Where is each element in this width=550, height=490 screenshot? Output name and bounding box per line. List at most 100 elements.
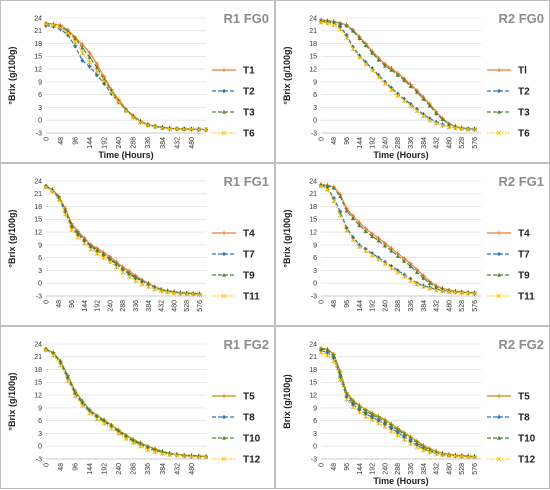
x-tick-label: 96 (72, 463, 79, 471)
data-point (72, 36, 78, 41)
y-tick-label: 12 (309, 393, 317, 400)
chart-panel-r1-fg1: -3 0 3 6 9 12 15 18 21 24 0 48 96 144 192 240 288 336 384 4… (0, 163, 275, 326)
data-point (167, 452, 173, 458)
legend-marker-t8 (496, 414, 502, 420)
data-point (50, 22, 56, 28)
data-point (440, 117, 445, 122)
x-tick-label: 240 (382, 300, 389, 312)
data-point (446, 453, 452, 459)
data-point (338, 194, 343, 199)
x-tick-label: 432 (434, 300, 441, 312)
y-tick-label: 3 (38, 105, 42, 112)
legend-label-t12: T12 (518, 455, 536, 466)
y-tick-label: -3 (311, 130, 317, 137)
y-tick-label: 6 (38, 255, 42, 262)
x-tick-label: 480 (446, 137, 453, 149)
data-point (376, 256, 382, 262)
data-point (331, 185, 336, 190)
y-tick-label: 21 (309, 191, 317, 198)
x-axis-label: Time (Hours) (98, 150, 153, 160)
y-tick-label: 18 (34, 367, 42, 374)
data-point (356, 54, 362, 60)
x-tick-label: 336 (145, 137, 152, 149)
data-point (130, 114, 136, 120)
data-point (159, 125, 165, 131)
y-tick-label: 12 (309, 67, 317, 74)
data-point (145, 122, 151, 128)
data-point (338, 21, 343, 26)
chart-panel-r1-fg2: -3 0 3 6 9 12 15 18 21 24 0 48 96 144 192 240 288 336 384 4… (0, 326, 275, 489)
data-point (116, 428, 121, 433)
data-point (370, 412, 375, 417)
chart-title: R2 FG2 (498, 337, 544, 352)
data-point (80, 45, 85, 50)
y-tick-label: -3 (311, 293, 317, 300)
data-point (318, 347, 324, 351)
data-point (408, 436, 413, 441)
x-tick-label: 480 (446, 463, 453, 475)
legend-marker-t9 (221, 272, 227, 277)
data-point (49, 188, 55, 194)
legend-marker-t12 (496, 456, 502, 462)
data-point (69, 223, 74, 227)
data-point (203, 127, 209, 133)
legend-marker-t12 (221, 456, 227, 462)
legend-label-tl: Tl (518, 66, 527, 77)
x-tick-label: 96 (344, 463, 351, 471)
data-point (369, 252, 375, 258)
data-point (363, 413, 369, 419)
data-point (120, 266, 125, 271)
data-point (88, 243, 93, 248)
y-tick-label: 15 (34, 217, 42, 224)
data-point (109, 90, 114, 95)
data-point (139, 278, 145, 283)
legend-marker-t1 (221, 67, 227, 73)
data-point (356, 244, 362, 250)
data-point (420, 113, 426, 119)
data-point (189, 454, 194, 459)
x-axis-label: Time (Hours) (373, 150, 428, 160)
data-point (65, 378, 71, 384)
legend-label-t1: T1 (243, 66, 255, 77)
y-tick-label: 15 (309, 54, 317, 61)
y-tick-label: 15 (309, 380, 317, 387)
y-tick-label: 18 (309, 204, 317, 211)
data-point (357, 223, 362, 227)
x-tick-label: 288 (395, 300, 402, 312)
panel-frame (0, 163, 275, 326)
y-tick-label: 24 (34, 341, 42, 348)
x-tick-label: 48 (331, 137, 338, 145)
x-tick-label: 288 (395, 463, 402, 475)
data-point (94, 416, 100, 422)
legend-marker-t10 (496, 435, 502, 440)
chart-title: R2 FG1 (498, 174, 544, 189)
data-point (196, 127, 202, 133)
legend-marker-t4 (496, 230, 502, 236)
y-tick-label: 12 (34, 67, 42, 74)
legend-marker-t7 (496, 251, 502, 257)
data-point (452, 289, 458, 295)
x-tick-label: 48 (58, 137, 65, 145)
legend-marker-t2 (221, 88, 227, 94)
data-point (127, 270, 132, 275)
y-tick-label: -3 (36, 456, 42, 463)
data-point (356, 409, 362, 415)
y-tick-label: 21 (34, 354, 42, 361)
y-tick-label: 21 (34, 28, 42, 35)
data-point (79, 402, 85, 408)
chart-panel-r2-fg2: -3 0 3 6 9 12 15 18 21 24 0 48 96 144 192 240 288 336 384 4… (275, 326, 550, 489)
x-tick-label: 144 (87, 463, 94, 475)
data-point (369, 67, 375, 73)
y-tick-label: -3 (36, 130, 42, 137)
x-tick-label: 432 (174, 137, 181, 149)
data-point (146, 281, 151, 286)
y-tick-label: 9 (313, 79, 317, 86)
data-point (344, 227, 350, 233)
data-point (107, 256, 113, 261)
data-point (427, 285, 433, 291)
x-tick-label: 384 (146, 300, 153, 312)
legend-label-t12: T12 (243, 455, 261, 466)
data-point (87, 59, 93, 65)
y-tick-label: 12 (309, 230, 317, 237)
